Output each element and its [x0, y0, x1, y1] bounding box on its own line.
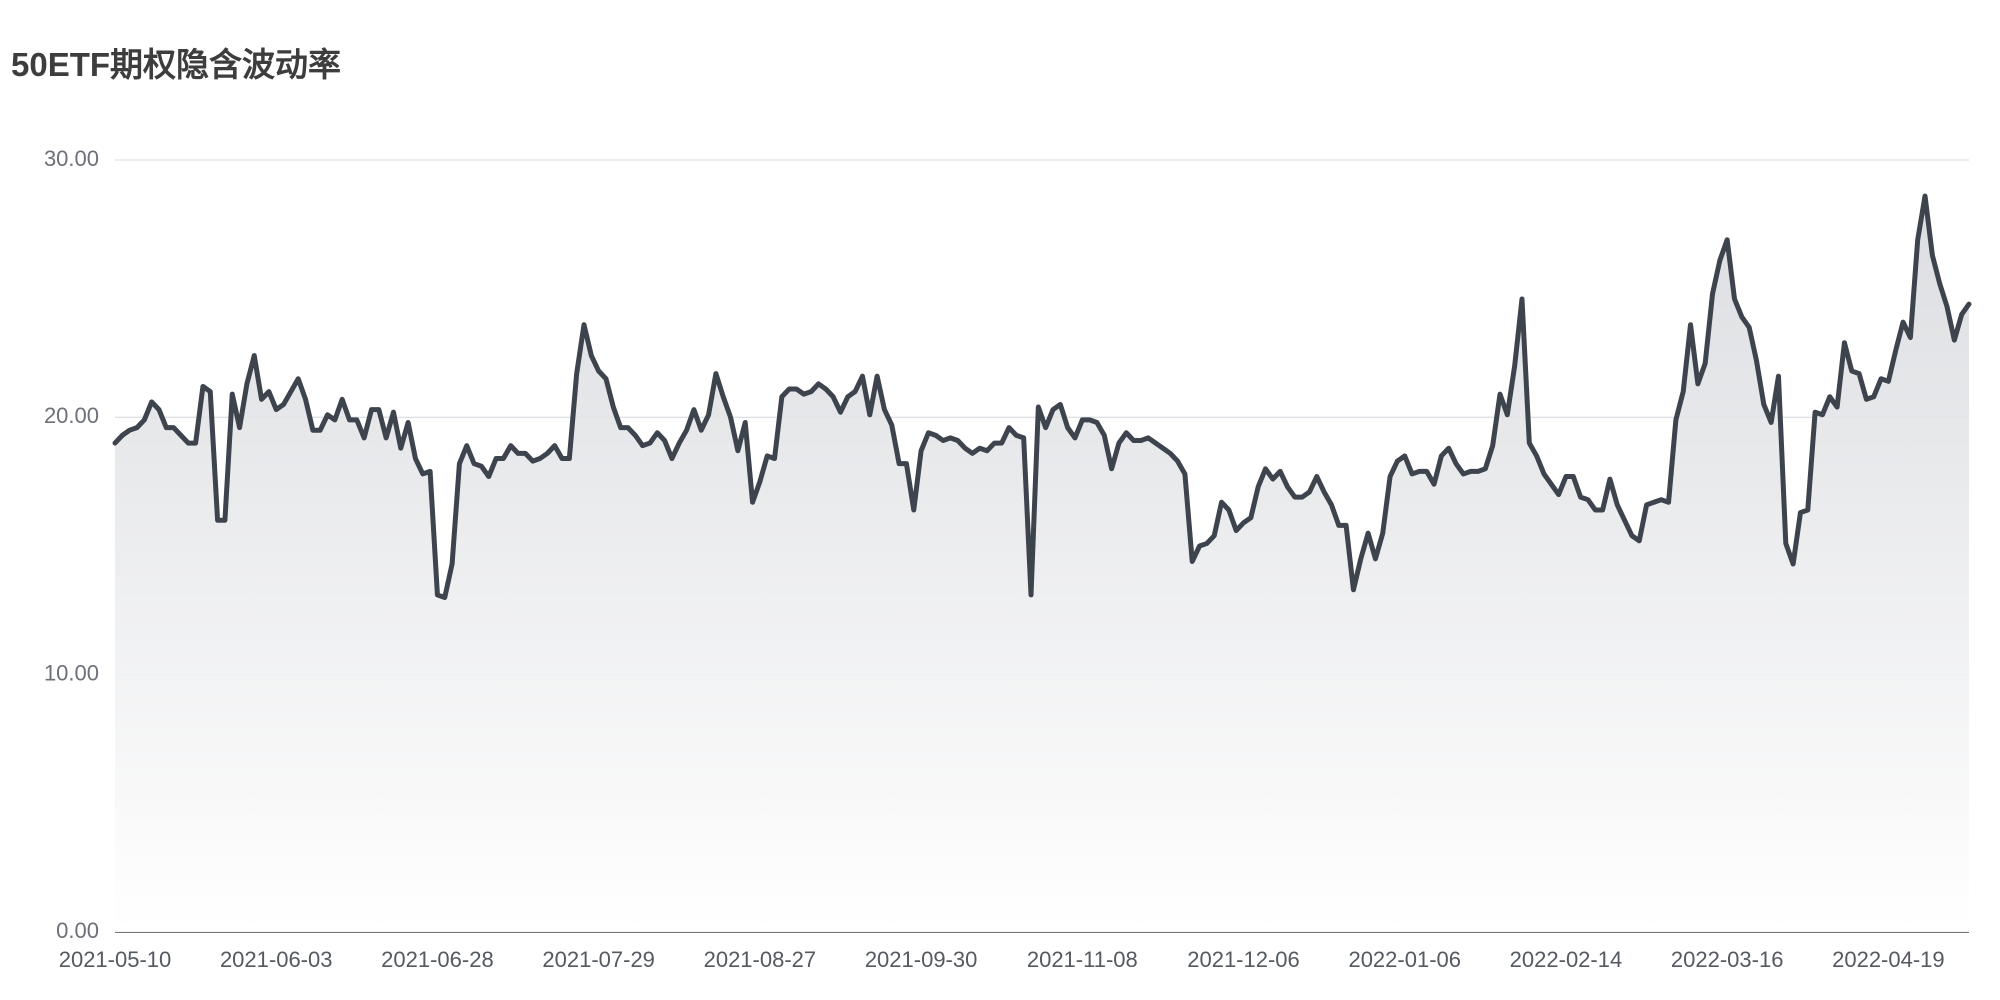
- area: [115, 196, 1969, 932]
- x-tick-label: 2021-08-27: [704, 947, 817, 972]
- chart-title: 50ETF期权隐含波动率: [11, 46, 341, 83]
- x-tick-label: 2022-03-16: [1671, 947, 1784, 972]
- x-tick-label: 2021-06-28: [381, 947, 494, 972]
- x-tick-label: 2022-01-06: [1348, 947, 1461, 972]
- x-tick-label: 2021-09-30: [865, 947, 978, 972]
- x-tick-label: 2021-07-29: [542, 947, 655, 972]
- x-tick-label: 2021-12-06: [1187, 947, 1300, 972]
- y-tick-label: 0.00: [56, 918, 99, 943]
- x-tick-label: 2021-11-08: [1027, 947, 1138, 972]
- x-tick-label: 2021-06-03: [220, 947, 333, 972]
- y-tick-label: 10.00: [44, 660, 99, 685]
- line: [112, 193, 1972, 600]
- x-tick-label: 2022-02-14: [1510, 947, 1623, 972]
- y-tick-label: 20.00: [44, 403, 99, 428]
- y-tick-label: 30.00: [44, 146, 99, 171]
- x-tick-label: 2021-05-10: [59, 947, 172, 972]
- x-tick-label: 2022-04-19: [1832, 947, 1945, 972]
